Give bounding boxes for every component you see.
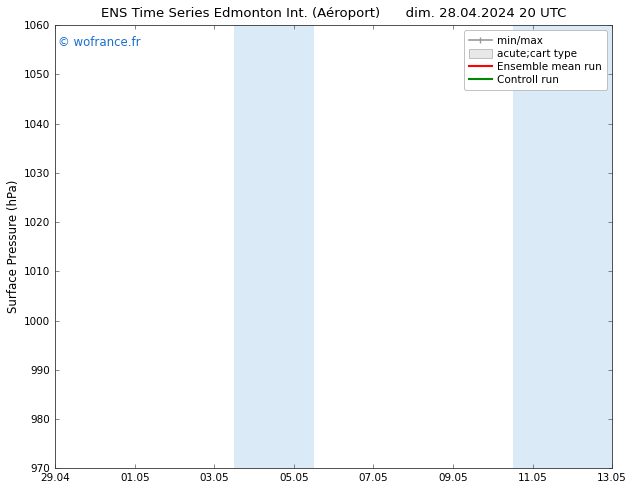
Legend: min/max, acute;cart type, Ensemble mean run, Controll run: min/max, acute;cart type, Ensemble mean … <box>463 30 607 90</box>
Text: © wofrance.fr: © wofrance.fr <box>58 36 141 49</box>
Y-axis label: Surface Pressure (hPa): Surface Pressure (hPa) <box>7 180 20 314</box>
Bar <box>513 25 612 468</box>
Title: ENS Time Series Edmonton Int. (Aéroport)      dim. 28.04.2024 20 UTC: ENS Time Series Edmonton Int. (Aéroport)… <box>101 7 566 20</box>
Bar <box>234 25 314 468</box>
